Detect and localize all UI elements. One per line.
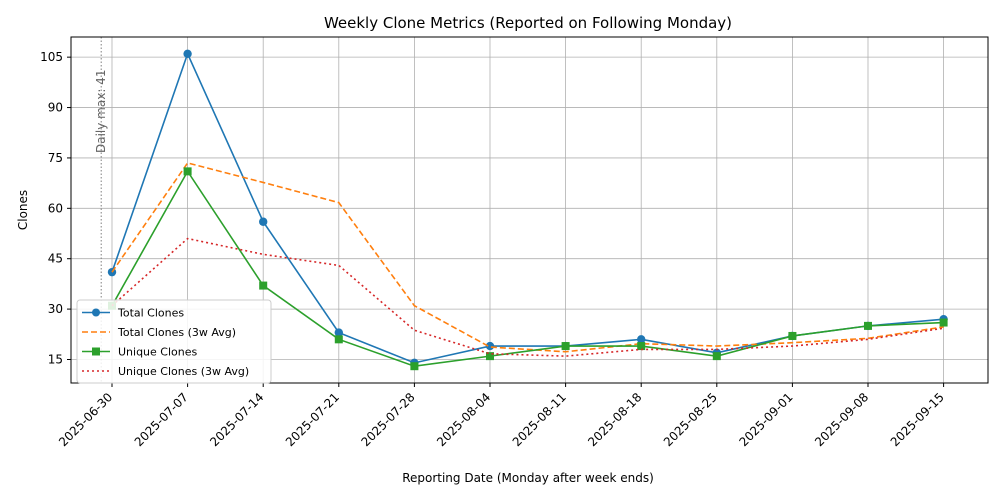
data-point [561,342,570,351]
series-line [111,169,944,368]
legend-label: Unique Clones [118,346,198,359]
series-line [111,237,944,357]
legend-box [76,299,272,384]
data-point [410,362,419,371]
series [111,162,944,353]
legend-label: Unique Clones (3w Avg) [118,365,249,378]
data-point [183,49,192,58]
y-axis-label: Clones [16,190,30,230]
data-point [485,341,495,351]
series-line [111,162,944,353]
data-point [637,342,646,351]
data-point [259,281,268,290]
chart-title: Weekly Clone Metrics (Reported on Follow… [324,14,732,32]
y-tick-label: 15 [48,352,63,366]
data-point [637,335,646,344]
data-point [712,352,721,361]
legend-marker [92,308,100,317]
legend: Total Clones Total Clones (3w Avg) Unique … [76,299,272,384]
data-point [183,167,192,176]
y-tick-label: 60 [48,201,63,215]
y-tick-label: 75 [48,151,63,165]
plot-frame [70,36,989,384]
series-layer [107,49,948,371]
series [111,237,944,357]
data-point [334,335,343,344]
data-point [259,217,268,226]
data-point [864,321,872,330]
y-tick-label: 90 [48,101,63,115]
legend-label: Total Clones [117,307,184,320]
x-axis-label: Reporting Date (Monday after week ends) [402,471,654,485]
annotation-text: Daily max: 41 [94,70,108,153]
data-point [939,318,948,327]
y-tick-label: 30 [48,302,63,316]
data-point [788,331,797,340]
data-point [486,352,494,361]
y-tick-label: 105 [40,50,63,64]
data-point [334,328,343,337]
legend-marker [92,347,100,356]
legend-label: Total Clones (3w Avg) [117,326,236,339]
y-tick-label: 45 [48,252,63,266]
